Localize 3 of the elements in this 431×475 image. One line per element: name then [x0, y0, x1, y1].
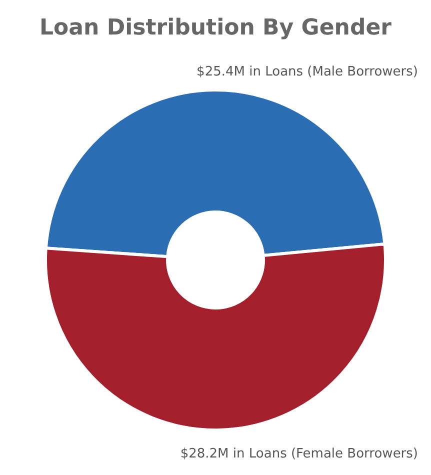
slice-label: $25.4M in Loans (Male Borrowers): [196, 64, 418, 80]
slice-label: $28.2M in Loans (Female Borrowers): [180, 446, 418, 462]
chart-title: Loan Distribution By Gender: [40, 16, 392, 40]
